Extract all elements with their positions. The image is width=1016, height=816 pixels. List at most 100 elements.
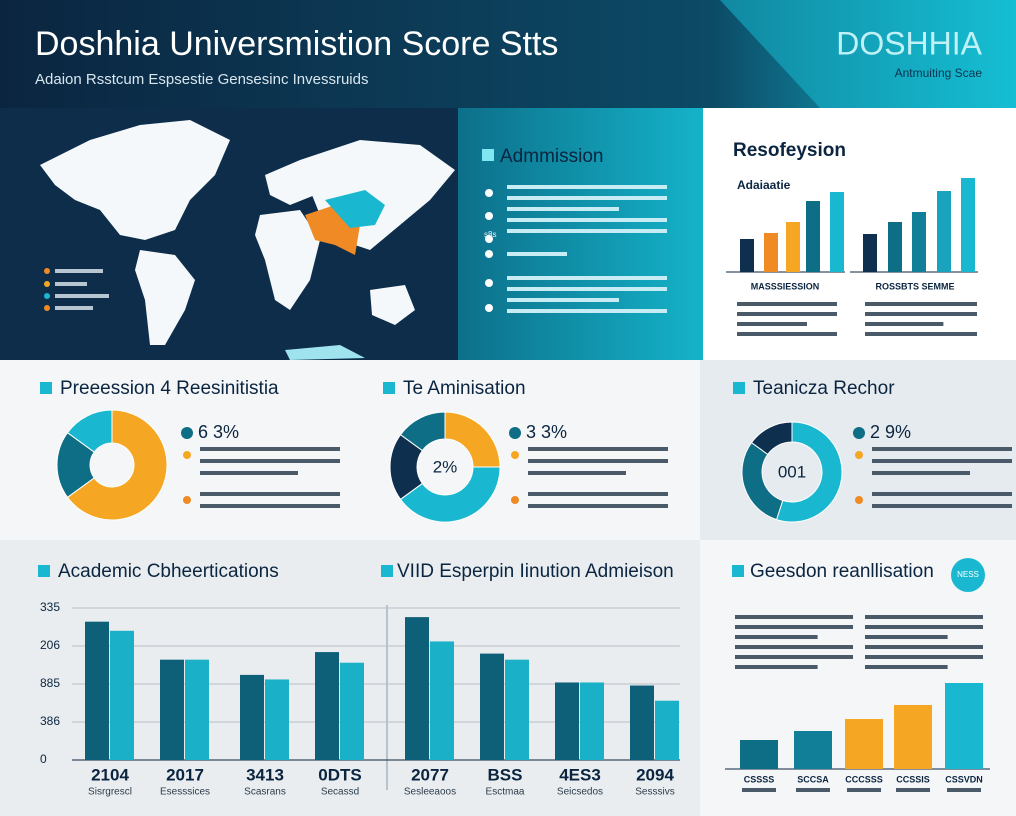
text-line [507,196,667,200]
text-line [872,492,1012,496]
y-tick-label: 206 [40,638,60,652]
text-line [200,447,340,451]
x-tick-label: 2104 [91,765,129,784]
donut-segment [750,421,793,456]
brand: DOSHHIA [836,25,982,61]
bar [580,682,604,760]
text-line [735,615,853,619]
donut-segment [775,421,843,523]
text-line [865,655,983,659]
stat: 6 3% [198,422,239,442]
chart-caption: ROSSBTS SEMME [875,281,954,291]
bullet [511,451,519,459]
bullet [855,496,863,504]
chart-caption: MASSSIESSION [751,281,820,291]
text-line [872,471,970,475]
badge-text: NESS [957,570,979,579]
text-line [865,635,948,639]
icon [383,382,395,394]
icon [381,565,393,577]
x-sub-label: Seicsedos [557,787,603,798]
bullet [485,212,493,220]
bullet [183,451,191,459]
donut-segment [399,466,501,523]
text-line [507,298,619,302]
x-sub-label: Scasrans [244,787,286,798]
subtitle: Adaion Rsstcum Espsestie Gensesinc Inves… [35,71,368,88]
text-line [872,447,1012,451]
icon [733,382,745,394]
section-title: Geesdon reanllisation [750,561,934,582]
text-line [507,185,667,189]
y-tick-label: 335 [40,600,60,614]
text-line [507,229,667,233]
brand-sub: Antmuiting Scae [895,66,983,80]
text-line [528,447,668,451]
donut-segment [66,409,168,521]
bar [430,641,454,760]
x-tick-label: 0DTS [318,765,361,784]
bar [961,178,975,272]
text-line [847,788,881,792]
bar [894,705,932,769]
bar [794,731,832,769]
bar [555,682,579,760]
bullet [511,496,519,504]
donut-segment [66,409,113,453]
bar [240,674,264,760]
bar [830,192,844,272]
text-line [507,207,619,211]
bullet [485,235,493,243]
text-line [200,471,298,475]
text-line [200,459,340,463]
bar [740,239,754,272]
bar [630,685,654,760]
x-tick-label: 2094 [636,765,674,784]
admission-panel [458,108,703,360]
bar [764,233,778,272]
text-line [865,625,983,629]
text-line [865,322,944,326]
icon [40,382,52,394]
x-tick-label: 3413 [246,765,284,784]
bullet [183,496,191,504]
bar [888,222,902,272]
text-line [865,645,983,649]
x-sub-label: Sesleeaoos [404,787,456,798]
text-line [528,504,668,508]
x-tick-label: CCSSIS [896,774,930,784]
text-line [507,252,567,256]
bar [160,659,184,760]
text-line [735,645,853,649]
text-line [735,625,853,629]
donut-segment [399,411,446,452]
bullet [181,427,193,439]
text-line [200,492,340,496]
map-legend [44,268,109,311]
bar [937,191,951,272]
x-sub-label: Sisrgrescl [88,787,132,798]
y-tick-label: 386 [40,714,60,728]
text-line [200,504,340,508]
bar [85,621,109,760]
bullet [509,427,521,439]
bar [405,617,429,760]
donut-center: 2% [433,457,458,476]
icon [732,565,744,577]
x-tick-label: SCCSA [797,774,829,784]
bar [185,659,209,760]
section-title: Admmission [500,146,603,167]
text-line [872,504,1012,508]
bullet [485,250,493,258]
text-line [737,322,807,326]
bar [480,653,504,760]
x-tick-label: CCCSSS [845,774,883,784]
x-sub-label: Esctmaa [486,787,525,798]
title: Doshhia Universmistion Score Stts [35,25,558,63]
x-sub-label: Esesssices [160,787,210,798]
bullet [855,451,863,459]
text-line [896,788,930,792]
donut-center: 001 [778,462,806,481]
bar [740,740,778,769]
text-line [528,492,668,496]
